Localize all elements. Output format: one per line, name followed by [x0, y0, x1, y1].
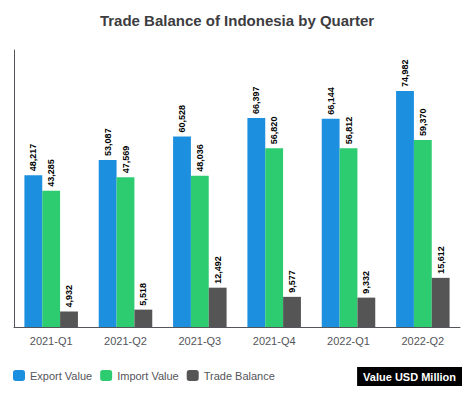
svg-text:2021-Q4: 2021-Q4 — [253, 335, 296, 347]
svg-text:5,518: 5,518 — [138, 283, 148, 306]
svg-text:4,932: 4,932 — [64, 285, 74, 308]
svg-text:66,397: 66,397 — [251, 86, 261, 114]
svg-text:74,982: 74,982 — [400, 59, 410, 87]
svg-text:15,612: 15,612 — [436, 246, 446, 274]
svg-text:Trade Balance: Trade Balance — [204, 370, 275, 382]
svg-text:53,087: 53,087 — [103, 128, 113, 156]
svg-text:2021-Q2: 2021-Q2 — [104, 335, 147, 347]
svg-text:Value USD Million: Value USD Million — [363, 371, 456, 383]
svg-text:48,036: 48,036 — [195, 144, 205, 172]
svg-text:66,144: 66,144 — [326, 87, 336, 115]
svg-text:56,820: 56,820 — [269, 117, 279, 145]
svg-text:2021-Q3: 2021-Q3 — [178, 335, 221, 347]
svg-text:2022-Q1: 2022-Q1 — [327, 335, 370, 347]
svg-text:43,285: 43,285 — [46, 159, 56, 187]
svg-text:Trade Balance of Indonesia by: Trade Balance of Indonesia by Quarter — [100, 12, 374, 29]
svg-text:48,217: 48,217 — [28, 144, 38, 172]
svg-text:9,577: 9,577 — [287, 270, 297, 293]
svg-text:59,370: 59,370 — [418, 109, 428, 137]
svg-text:Export Value: Export Value — [30, 370, 92, 382]
svg-text:2022-Q2: 2022-Q2 — [401, 335, 444, 347]
svg-text:9,332: 9,332 — [361, 271, 371, 294]
svg-text:47,569: 47,569 — [121, 146, 131, 174]
svg-text:12,492: 12,492 — [213, 256, 223, 284]
svg-text:60,528: 60,528 — [177, 105, 187, 133]
svg-text:56,812: 56,812 — [344, 117, 354, 145]
svg-text:Import Value: Import Value — [117, 370, 179, 382]
svg-text:2021-Q1: 2021-Q1 — [30, 335, 73, 347]
